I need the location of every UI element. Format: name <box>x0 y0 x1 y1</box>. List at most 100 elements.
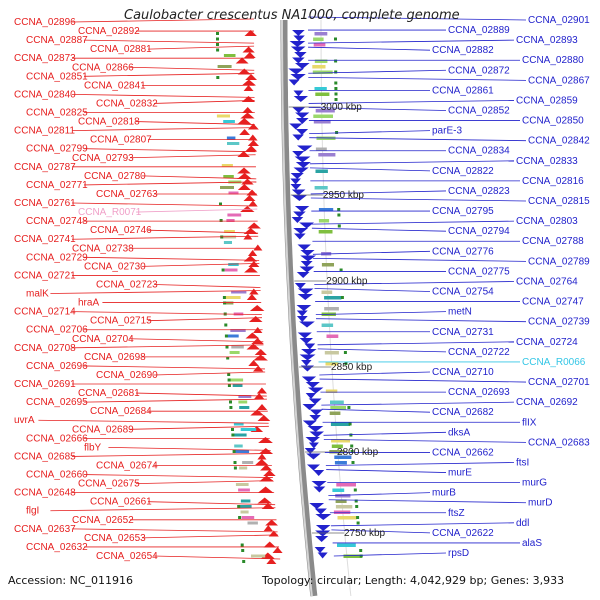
left-strand-feature <box>237 118 252 124</box>
left-leader-line <box>147 501 276 506</box>
left-strand-feature <box>247 222 261 229</box>
left-gene-label: CCNA_02652 <box>72 515 134 526</box>
gene-tick-marker <box>219 202 222 206</box>
scale-label: 3000 kbp <box>321 102 363 113</box>
left-strand-feature <box>243 52 256 58</box>
right-strand-feature <box>296 118 309 124</box>
left-gene-label: CCNA_02748 <box>26 216 88 227</box>
left-strand-feature <box>248 261 260 267</box>
left-annotation-block <box>223 120 235 123</box>
left-strand-feature <box>243 85 254 91</box>
left-gene-label: CCNA_02887 <box>26 35 88 46</box>
right-gene-label: rpsD <box>448 548 469 559</box>
left-strand-feature <box>246 294 257 300</box>
right-annotation-block <box>318 208 334 212</box>
left-leader-line <box>153 371 266 376</box>
right-gene-label: CCNA_R0066 <box>522 357 586 368</box>
left-gene-label: CCNA_02637 <box>14 524 76 535</box>
left-strand-feature <box>237 173 252 179</box>
left-leader-line <box>71 344 264 349</box>
right-strand-feature <box>296 316 308 322</box>
right-strand-feature <box>315 514 332 520</box>
gene-tick-marker <box>225 345 229 349</box>
left-gene-label: CCNA_02793 <box>72 153 134 164</box>
scale-label: 2850 kbp <box>331 362 373 373</box>
left-annotation-block <box>225 334 239 338</box>
left-leader-line <box>38 419 269 424</box>
left-strand-feature <box>256 387 267 394</box>
right-gene-label: CCNA_02731 <box>432 327 494 338</box>
right-gene-label: CCNA_02764 <box>516 276 578 287</box>
left-gene-label: malK <box>26 289 49 300</box>
right-strand-feature <box>317 552 328 559</box>
right-annotation-block <box>318 153 336 157</box>
left-strand-feature <box>242 46 255 53</box>
right-strand-feature <box>289 41 306 47</box>
left-strand-feature <box>249 288 259 295</box>
right-strand-feature <box>293 35 305 42</box>
left-gene-label: CCNA_02825 <box>26 108 88 119</box>
right-leader-line <box>308 100 515 104</box>
left-gene-label: hraA <box>78 298 99 309</box>
right-leader-line <box>314 288 431 292</box>
gene-tick-marker <box>231 428 234 431</box>
right-strand-feature <box>297 244 311 251</box>
gene-tick-marker <box>226 356 230 360</box>
right-strand-feature <box>302 420 317 427</box>
right-gene-label: CCNA_02789 <box>528 256 590 267</box>
left-strand-feature <box>250 409 265 416</box>
left-annotation-block <box>238 400 248 404</box>
right-leader-line <box>309 160 515 165</box>
left-gene-label: CCNA_02866 <box>72 62 134 73</box>
left-gene-label: CCNA_02660 <box>26 470 88 481</box>
left-annotation-block <box>242 461 254 464</box>
left-strand-feature <box>272 547 283 553</box>
left-leader-line <box>71 18 255 23</box>
right-annotation-block <box>318 219 330 223</box>
left-annotation-block <box>227 378 244 382</box>
gene-tick-marker <box>238 516 242 519</box>
right-annotation-block <box>313 43 326 47</box>
right-strand-feature <box>294 52 307 58</box>
left-strand-feature <box>237 167 251 174</box>
left-annotation-block <box>223 175 234 178</box>
left-strand-feature <box>257 497 272 504</box>
gene-tick-marker <box>350 450 354 453</box>
left-annotation-block <box>232 384 243 387</box>
gene-tick-marker <box>334 98 338 101</box>
left-strand-feature <box>256 404 268 410</box>
left-strand-feature <box>248 316 263 322</box>
left-annotation-block <box>229 351 240 354</box>
right-leader-line <box>323 431 447 436</box>
left-gene-label: CCNA_02841 <box>84 80 146 91</box>
left-gene-label: CCNA_02661 <box>90 497 152 508</box>
left-annotation-block <box>225 296 241 299</box>
right-gene-label: CCNA_02724 <box>516 337 578 348</box>
left-gene-label: CCNA_02840 <box>14 89 76 100</box>
left-leader-line <box>83 72 255 77</box>
right-gene-label: CCNA_02867 <box>528 75 590 86</box>
left-annotation-block <box>223 241 232 244</box>
right-strand-feature <box>292 151 305 157</box>
gene-tick-marker <box>227 373 231 376</box>
right-annotation-block <box>314 87 327 91</box>
right-strand-feature <box>290 46 306 53</box>
gene-tick-marker <box>240 543 244 547</box>
right-strand-feature <box>299 354 316 361</box>
right-annotation-block <box>336 483 356 487</box>
right-annotation-block <box>315 109 335 113</box>
gene-tick-marker <box>219 219 223 222</box>
right-annotation-block <box>314 186 328 190</box>
right-strand-feature <box>315 536 329 542</box>
right-strand-feature <box>305 437 320 443</box>
right-gene-label: CCNA_02859 <box>516 95 578 106</box>
left-strand-feature <box>237 184 251 190</box>
right-annotation-block <box>334 455 352 459</box>
left-strand-feature <box>245 145 258 152</box>
left-annotation-block <box>228 191 239 195</box>
left-strand-feature <box>246 343 261 350</box>
right-annotation-block <box>337 516 357 520</box>
left-strand-feature <box>239 129 250 135</box>
left-annotation-block <box>239 406 250 409</box>
